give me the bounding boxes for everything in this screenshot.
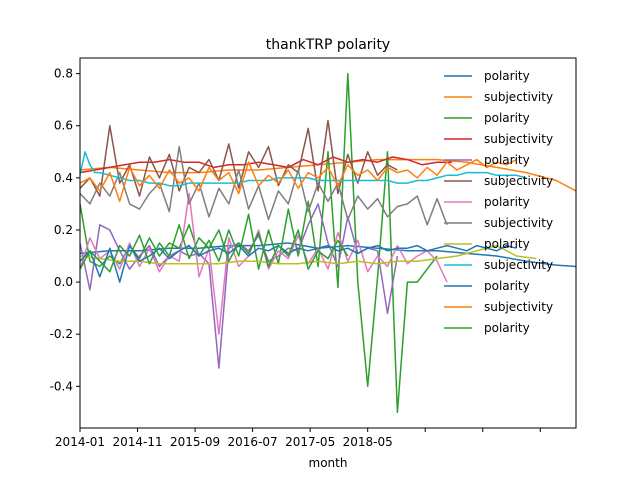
series-line-8 <box>79 145 448 226</box>
legend-label: subjectivity <box>484 300 553 314</box>
legend-label: polarity <box>484 321 530 335</box>
y-axis: -0.4 -0.2 0.0 0.2 0.4 0.6 0.8 <box>50 67 80 393</box>
legend-item: polarity <box>444 69 530 83</box>
y-tick-label: 0.6 <box>54 119 73 133</box>
plot-area <box>79 72 577 414</box>
series-line-6 <box>79 119 398 197</box>
series-line-12 <box>79 158 517 203</box>
y-tick-label: 0.4 <box>54 171 73 185</box>
x-axis-label: month <box>309 456 348 470</box>
y-tick-label: -0.2 <box>50 327 73 341</box>
series-line-9 <box>79 244 537 265</box>
x-tick-label: 2015-09 <box>170 435 220 449</box>
legend-item: subjectivity <box>444 132 553 146</box>
legend-label: subjectivity <box>484 174 553 188</box>
legend-label: subjectivity <box>484 132 553 146</box>
legend-label: subjectivity <box>484 90 553 104</box>
y-tick-label: 0.2 <box>54 223 73 237</box>
legend-item: subjectivity <box>444 216 553 230</box>
series-line-2 <box>79 158 577 192</box>
legend-item: polarity <box>444 111 530 125</box>
series-line-11 <box>79 244 517 283</box>
legend: polarity subjectivity polarity subjectivity… <box>444 69 553 335</box>
legend-item: polarity <box>444 237 530 251</box>
y-tick-label: 0.0 <box>54 275 73 289</box>
chart-title: thankTRP polarity <box>266 37 390 53</box>
x-tick-label: 2018-05 <box>343 435 393 449</box>
legend-label: polarity <box>484 111 530 125</box>
x-tick-label: 2014-11 <box>112 435 162 449</box>
legend-item: polarity <box>444 321 530 335</box>
legend-label: polarity <box>484 195 530 209</box>
series-line-3 <box>79 72 438 414</box>
legend-item: subjectivity <box>444 90 553 104</box>
x-tick-label: 2014-01 <box>55 435 105 449</box>
legend-label: polarity <box>484 237 530 251</box>
series-line-4 <box>79 156 452 174</box>
legend-item: subjectivity <box>444 300 553 314</box>
legend-label: polarity <box>484 279 530 293</box>
y-tick-label: -0.4 <box>50 379 73 393</box>
legend-label: polarity <box>484 69 530 83</box>
series-line-13 <box>79 224 349 273</box>
axes-frame <box>79 57 577 429</box>
legend-item: polarity <box>444 195 530 209</box>
legend-item: polarity <box>444 279 530 293</box>
legend-item: subjectivity <box>444 174 553 188</box>
x-axis: 2014-01 2014-11 2015-09 2016-07 2017-05 2018-… <box>55 428 541 449</box>
legend-label: subjectivity <box>484 258 553 272</box>
x-tick-label: 2017-05 <box>285 435 335 449</box>
legend-label: subjectivity <box>484 216 553 230</box>
legend-label: polarity <box>484 153 530 167</box>
legend-item: polarity <box>444 153 530 167</box>
legend-item: subjectivity <box>444 258 553 272</box>
y-tick-label: 0.8 <box>54 67 73 81</box>
x-tick-label: 2016-07 <box>228 435 278 449</box>
